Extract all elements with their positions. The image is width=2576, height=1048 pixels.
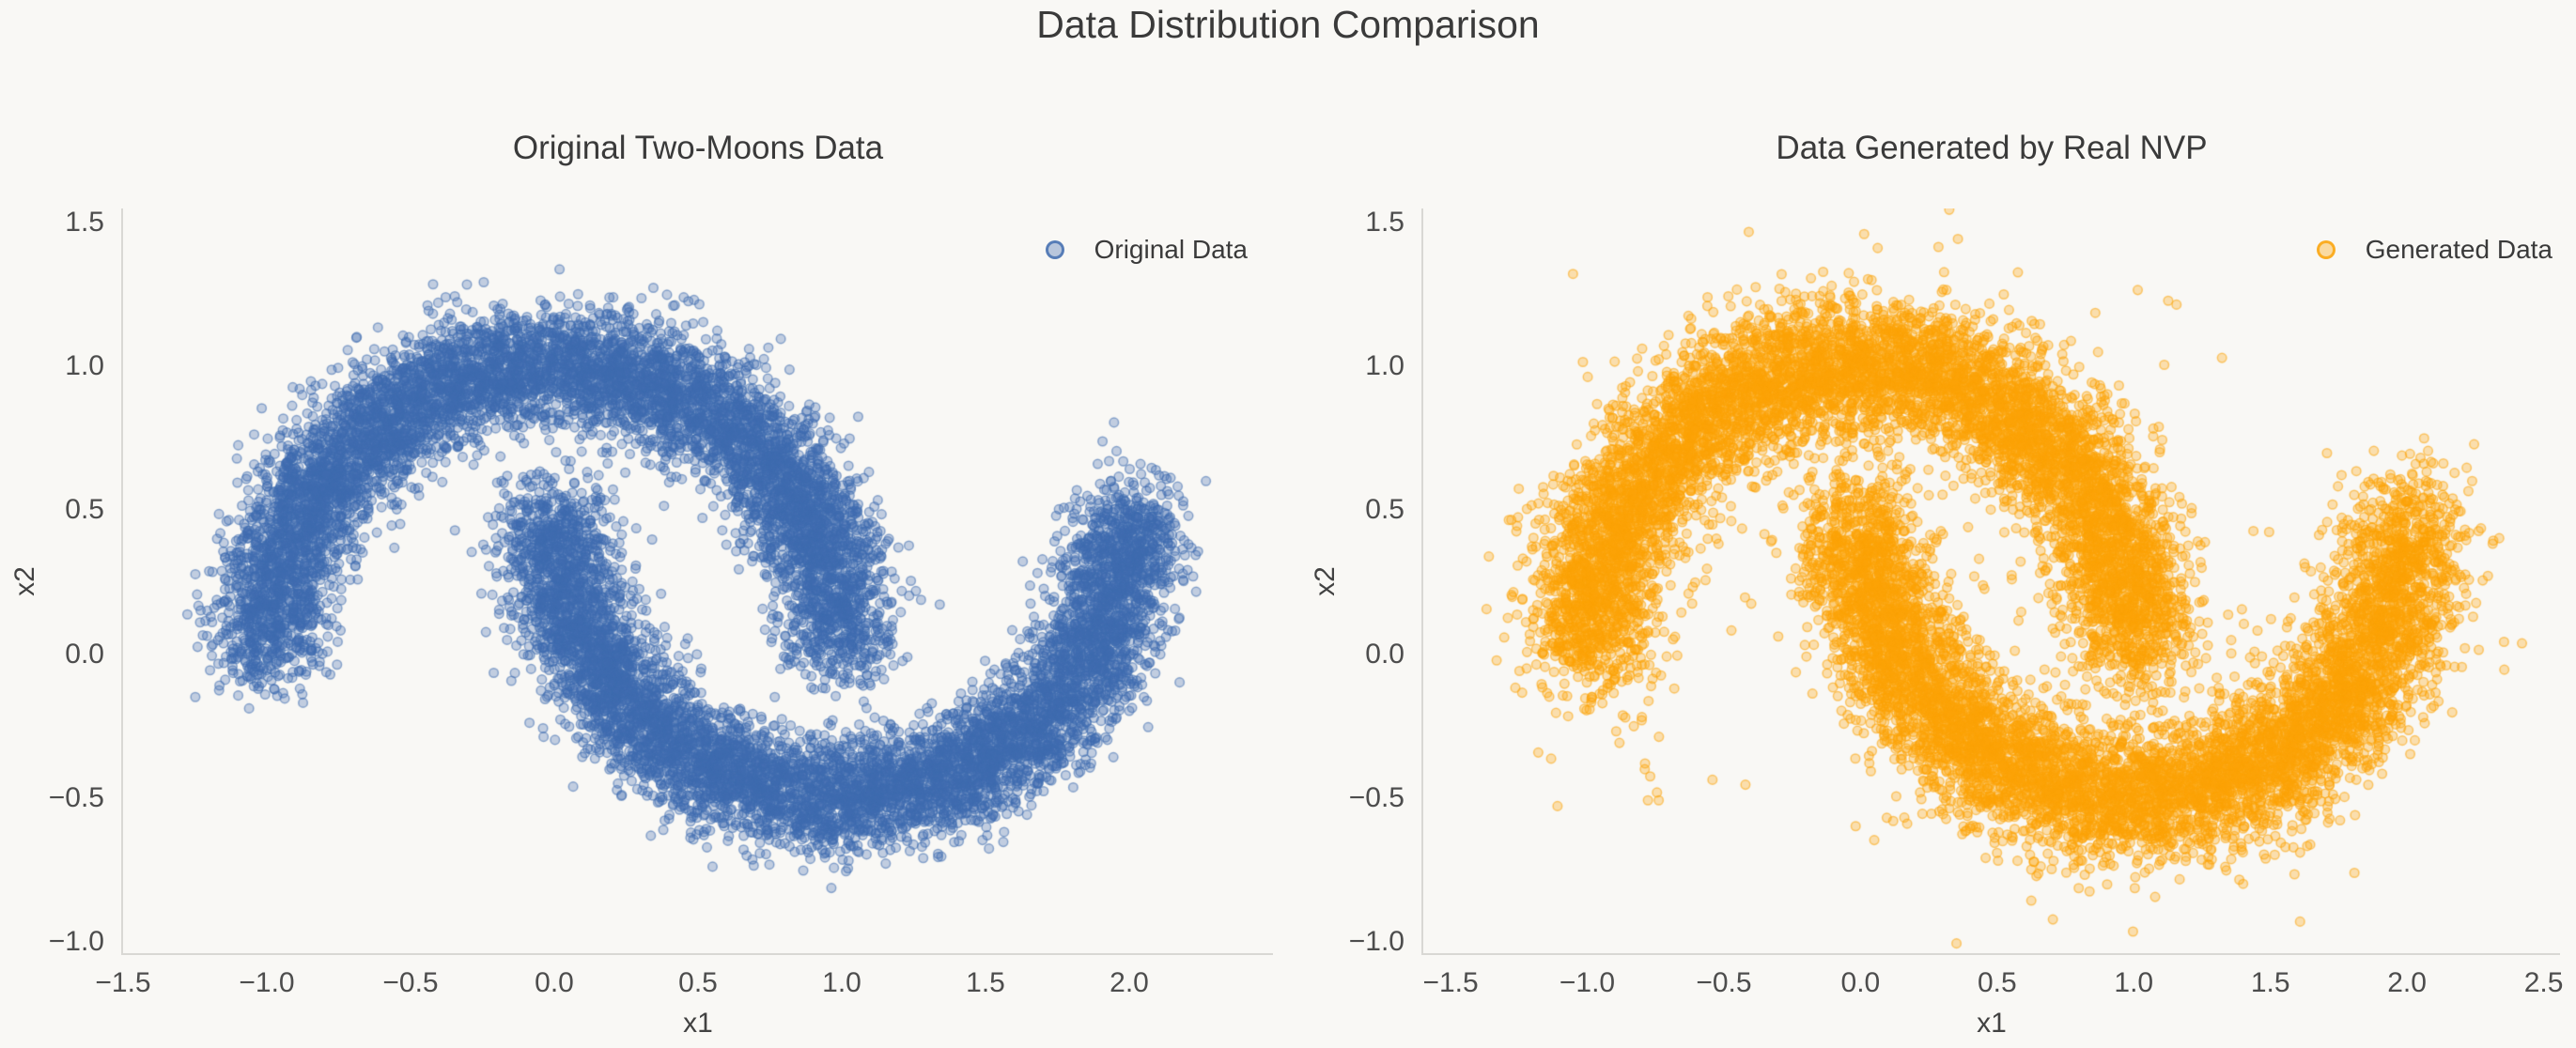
x-tick-label: 1.0 <box>2114 967 2154 998</box>
y-tick-label: 0.0 <box>65 638 104 670</box>
legend-label: Generated Data <box>2365 235 2553 264</box>
y-tick-label: 1.0 <box>1365 350 1404 382</box>
y-tick-label: −1.0 <box>48 925 104 957</box>
y-tick-label: −0.5 <box>48 781 104 813</box>
x-tick-label: 0.0 <box>1840 967 1881 998</box>
x-tick-label: 0.5 <box>678 967 718 998</box>
x-axis-spine <box>1421 953 2560 955</box>
y-tick-label: −1.0 <box>1348 925 1404 957</box>
y-tick-label: 0.5 <box>65 494 104 526</box>
legend-marker-icon <box>1045 240 1064 259</box>
x-tick-label: −1.5 <box>1422 967 1479 998</box>
legend: Original Data <box>1045 235 1248 265</box>
y-tick-label: 1.5 <box>1365 207 1404 239</box>
x-tick-label: 1.5 <box>2250 967 2290 998</box>
x-tick-label: 0.5 <box>1977 967 2017 998</box>
x-tick-label: −1.0 <box>239 967 295 998</box>
y-tick-label: 1.0 <box>65 350 104 382</box>
legend-marker-icon <box>2316 240 2335 259</box>
scatter-canvas-original <box>123 208 1273 953</box>
legend: Generated Data <box>2316 235 2553 265</box>
y-axis-label: x2 <box>8 565 40 596</box>
x-tick-label: −1.0 <box>1559 967 1616 998</box>
x-tick-label: 1.5 <box>966 967 1005 998</box>
x-tick-label: 2.0 <box>1110 967 1149 998</box>
figure-title: Data Distribution Comparison <box>1036 3 1540 46</box>
y-axis-spine <box>1421 208 1423 955</box>
x-tick-label: −0.5 <box>382 967 439 998</box>
y-tick-label: 1.5 <box>65 207 104 239</box>
original-data-plot: Original Two-Moons Data x2 x1 Original D… <box>9 130 1273 1039</box>
scatter-canvas-generated <box>1423 208 2560 953</box>
y-axis-spine <box>121 208 123 955</box>
x-axis-spine <box>121 953 1273 955</box>
x-tick-label: −0.5 <box>1696 967 1752 998</box>
y-tick-label: 0.5 <box>1365 494 1404 526</box>
x-axis-label: x1 <box>1977 1008 2007 1039</box>
x-tick-label: 2.5 <box>2523 967 2564 998</box>
y-axis-label: x2 <box>1309 565 1341 596</box>
legend-label: Original Data <box>1094 235 1248 264</box>
generated-data-plot: Data Generated by Real NVP x2 x1 Generat… <box>1310 130 2564 1039</box>
subplot-title-generated: Data Generated by Real NVP <box>1776 130 2208 166</box>
x-tick-label: 1.0 <box>822 967 861 998</box>
subplot-title-original: Original Two-Moons Data <box>512 130 884 166</box>
x-axis-label: x1 <box>683 1008 713 1039</box>
x-tick-label: 2.0 <box>2387 967 2427 998</box>
x-tick-label: −1.5 <box>95 967 151 998</box>
y-tick-label: −0.5 <box>1348 781 1404 813</box>
x-tick-label: 0.0 <box>535 967 574 998</box>
y-tick-label: 0.0 <box>1365 638 1404 670</box>
